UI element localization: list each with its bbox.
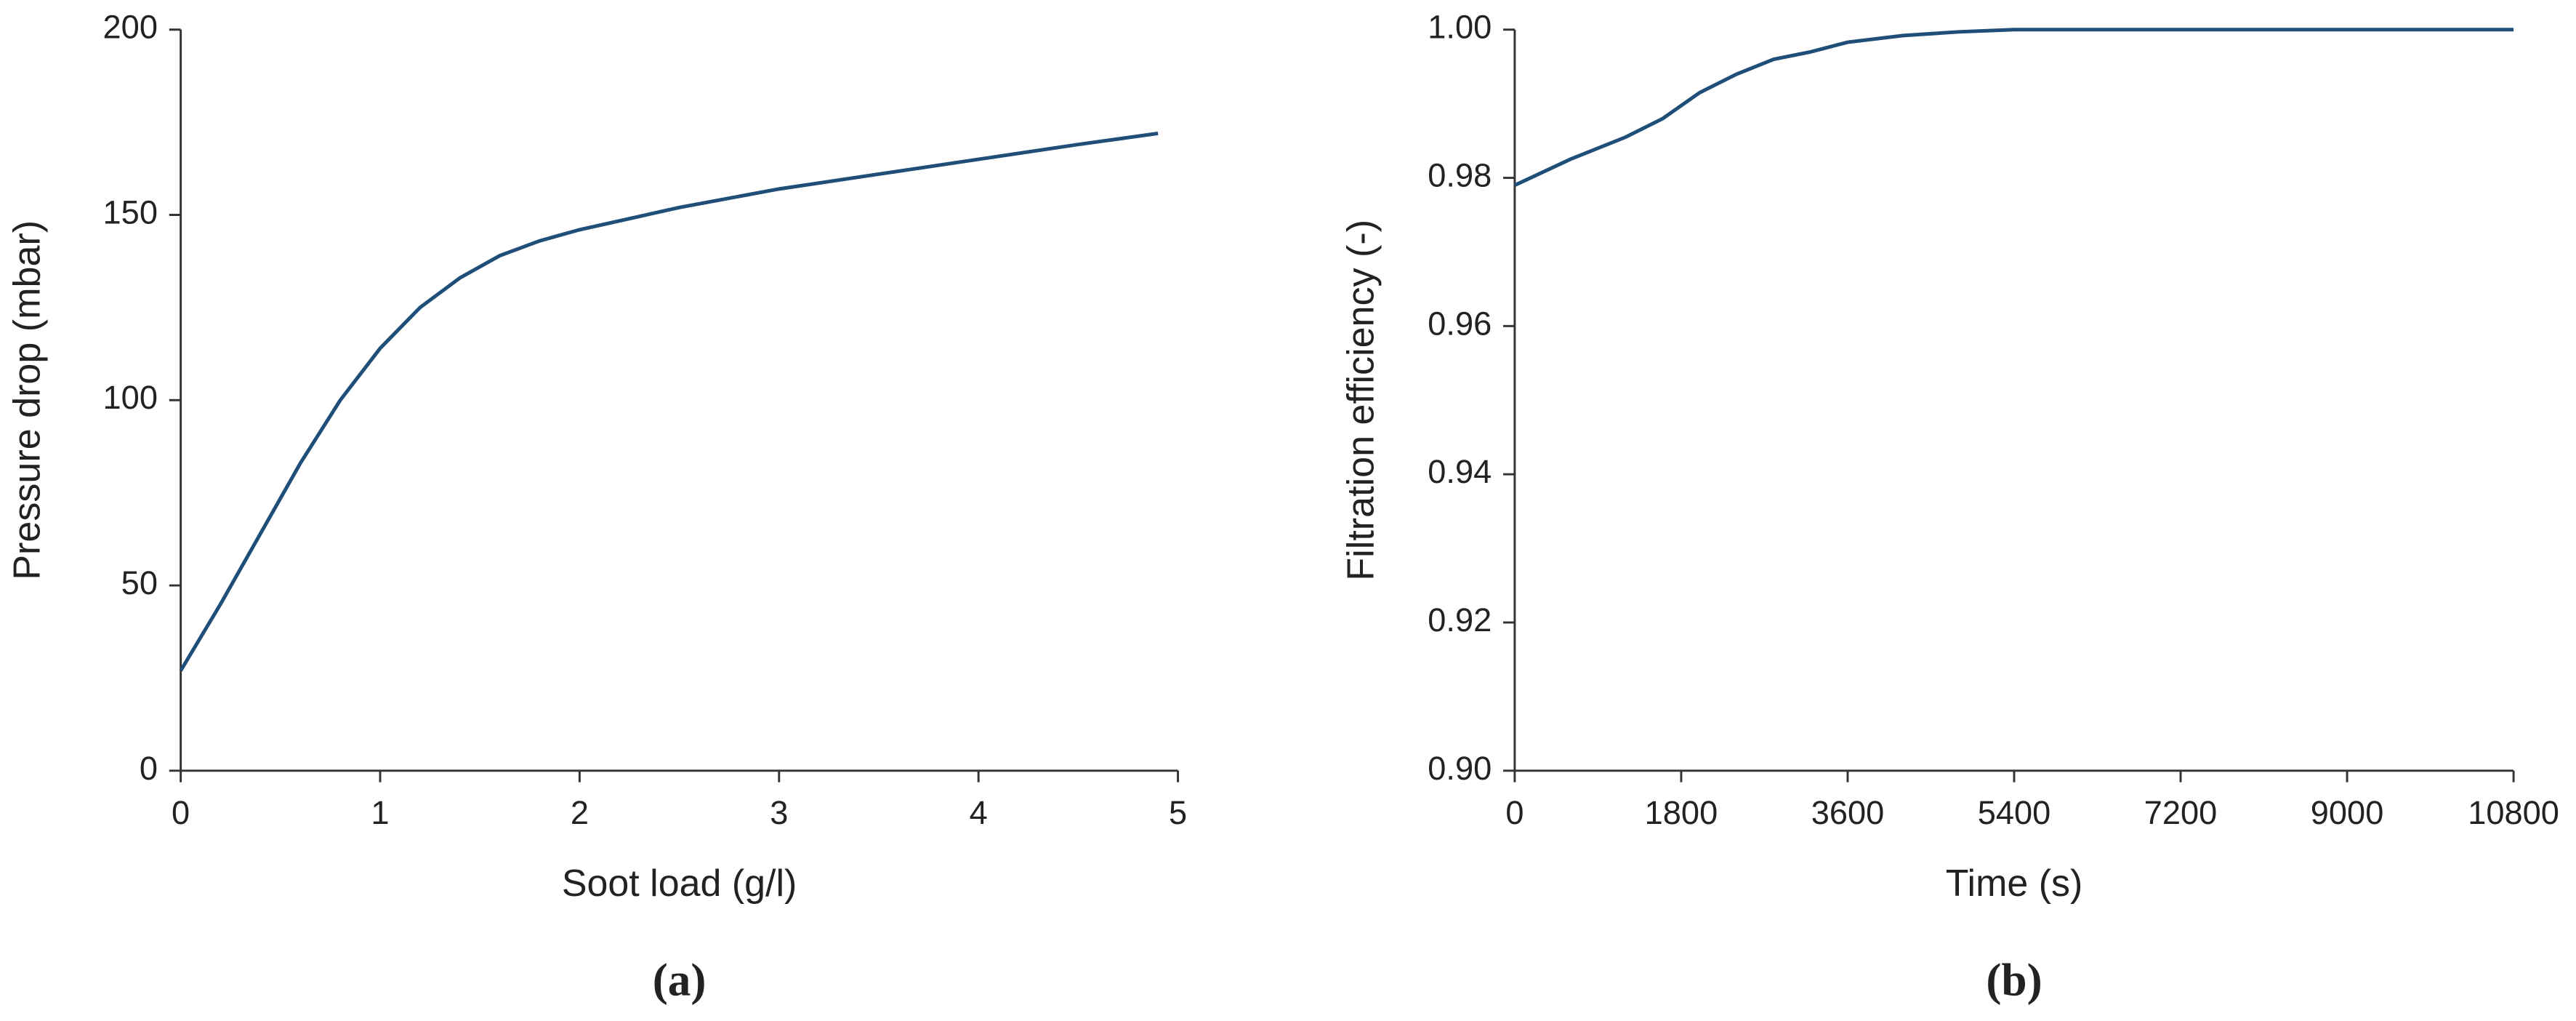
y-axis-label: Filtration efficiency (-) bbox=[1340, 220, 1382, 581]
x-axis-label: Soot load (g/l) bbox=[562, 862, 797, 905]
x-tick-label: 0 bbox=[1505, 794, 1524, 831]
y-tick-label: 1.00 bbox=[1428, 9, 1492, 46]
panel-label: (a) bbox=[653, 955, 707, 1006]
x-tick-label: 3 bbox=[770, 794, 788, 831]
x-tick-label: 2 bbox=[571, 794, 589, 831]
x-tick-label: 3600 bbox=[1811, 794, 1885, 831]
x-tick-label: 7200 bbox=[2144, 794, 2218, 831]
y-tick-label: 200 bbox=[103, 9, 158, 46]
chart-panel: 0 50 100 150 200 0 1 2 3 4 5 Soot load (g/l) Pressur… bbox=[6, 9, 1187, 1006]
panel-label: (b) bbox=[1986, 955, 2042, 1006]
y-tick-label: 0.94 bbox=[1428, 453, 1492, 490]
chart-panel: 0.90 0.92 0.94 0.96 0.98 1.00 0 1800 3600 5400 720… bbox=[1340, 9, 2559, 1006]
x-tick-label: 9000 bbox=[2311, 794, 2384, 831]
y-tick-label: 50 bbox=[121, 564, 158, 601]
x-tick-label: 4 bbox=[970, 794, 988, 831]
y-tick-label: 0 bbox=[140, 750, 158, 787]
data-line bbox=[1513, 28, 2514, 188]
x-tick-label: 5 bbox=[1169, 794, 1187, 831]
y-tick-label: 150 bbox=[103, 193, 158, 231]
data-line bbox=[179, 131, 1159, 672]
y-tick-label: 0.98 bbox=[1428, 156, 1492, 193]
y-tick-label: 100 bbox=[103, 379, 158, 416]
y-axis-label: Pressure drop (mbar) bbox=[6, 220, 48, 580]
y-tick-label: 0.92 bbox=[1428, 601, 1492, 638]
y-tick-label: 0.96 bbox=[1428, 305, 1492, 342]
x-tick-label: 1800 bbox=[1645, 794, 1718, 831]
y-tick-label: 0.90 bbox=[1428, 750, 1492, 787]
x-tick-label: 0 bbox=[172, 794, 190, 831]
x-tick-label: 1 bbox=[371, 794, 389, 831]
x-tick-label: 5400 bbox=[1978, 794, 2051, 831]
x-axis-label: Time (s) bbox=[1946, 862, 2083, 905]
x-tick-label: 10800 bbox=[2468, 794, 2559, 831]
